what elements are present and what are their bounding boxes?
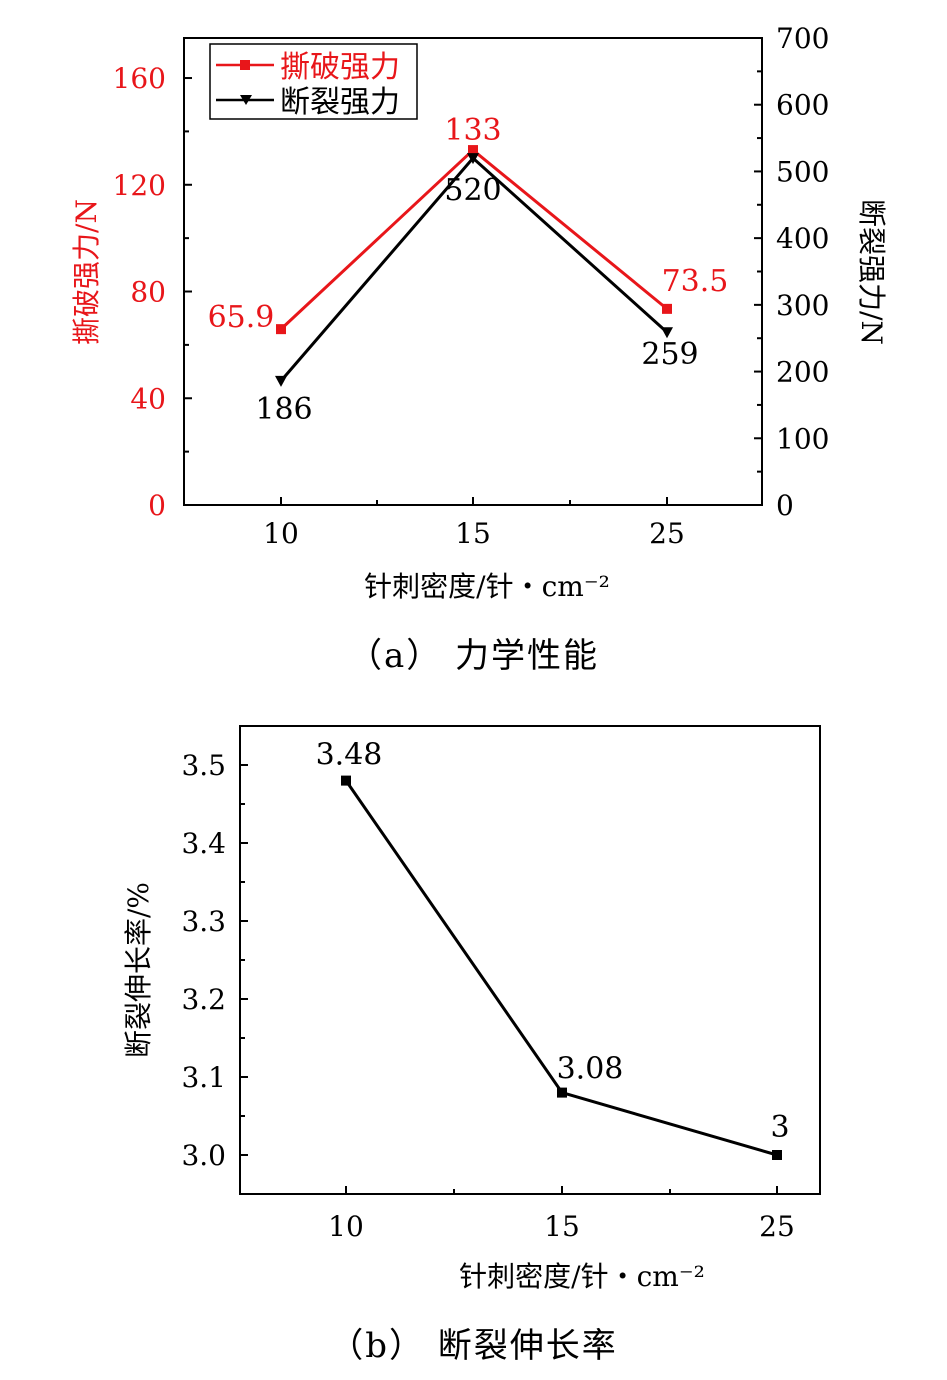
x-tick-label: 15	[455, 517, 491, 550]
y-tick-label-right: 0	[776, 489, 794, 522]
caption-b: （b） 断裂伸长率	[329, 1326, 618, 1366]
marker-breaking-strength	[661, 327, 673, 339]
x-tick-label: 25	[649, 517, 685, 550]
data-label-tear-strength: 73.5	[662, 264, 729, 299]
legend-marker-break	[240, 95, 252, 105]
series-line-elongation	[344, 779, 778, 1157]
y-tick-label-left: 120	[113, 169, 166, 202]
y-tick-label-right: 500	[776, 155, 829, 188]
y-tick-label-right: 700	[776, 22, 829, 55]
marker-elongation	[772, 1150, 782, 1160]
x-axis-label-b: 针刺密度/针・cm⁻²	[459, 1260, 705, 1293]
y-tick-label-left: 0	[148, 489, 166, 522]
data-label-breaking-strength: 186	[255, 392, 312, 427]
data-label-breaking-strength: 259	[641, 337, 698, 372]
data-label-elongation: 3.08	[557, 1052, 624, 1087]
x-tick-label-b: 15	[544, 1210, 580, 1243]
y-tick-label-b: 3.2	[181, 983, 226, 1016]
data-label-elongation: 3.48	[316, 738, 383, 773]
legend-label-tear: 撕破强力	[280, 50, 400, 85]
y-tick-label-b: 3.0	[181, 1139, 226, 1172]
marker-tear-strength	[662, 303, 672, 314]
y-tick-label-b: 3.1	[181, 1061, 226, 1094]
y-axis-label-b: 断裂伸长率/%	[122, 882, 155, 1058]
y-tick-label-left: 160	[113, 62, 166, 95]
marker-tear-strength	[276, 324, 286, 335]
x-tick-label-b: 25	[759, 1210, 795, 1243]
marker-elongation	[341, 775, 351, 786]
y-tick-label-right: 400	[776, 222, 829, 255]
y-tick-label-right: 200	[776, 356, 829, 389]
y-tick-label-right: 100	[776, 422, 829, 455]
legend-box	[209, 43, 418, 120]
y-tick-label-right: 300	[776, 289, 829, 322]
x-tick-label: 10	[263, 517, 299, 550]
y-tick-label-left: 80	[130, 276, 166, 309]
y-tick-label-b: 3.3	[181, 905, 226, 938]
x-tick-label-b: 10	[328, 1210, 364, 1243]
y-axis-label-right: 断裂强力/N	[855, 199, 888, 345]
y-axis-label-left: 撕破强力/N	[70, 199, 103, 345]
caption-a: （a） 力学性能	[347, 636, 600, 676]
marker-breaking-strength	[275, 375, 287, 387]
marker-tear-strength	[468, 145, 478, 156]
y-tick-label-b: 3.5	[181, 749, 226, 782]
legend: 撕破强力 断裂强力	[209, 43, 418, 120]
data-label-tear-strength: 65.9	[208, 300, 275, 335]
data-label-breaking-strength: 520	[444, 173, 501, 208]
legend-marker-tear	[240, 60, 250, 70]
y-tick-label-left: 40	[130, 382, 166, 415]
plot-frame-b	[239, 725, 821, 1195]
data-label-tear-strength: 133	[444, 113, 501, 148]
marker-elongation	[557, 1087, 567, 1098]
legend-label-break: 断裂强力	[280, 85, 400, 120]
marker-breaking-strength	[467, 153, 479, 165]
data-label-elongation: 3	[770, 1110, 789, 1145]
y-tick-label-b: 3.4	[181, 827, 226, 860]
y-tick-label-right: 600	[776, 89, 829, 122]
x-axis-label-a: 针刺密度/针・cm⁻²	[364, 570, 610, 603]
